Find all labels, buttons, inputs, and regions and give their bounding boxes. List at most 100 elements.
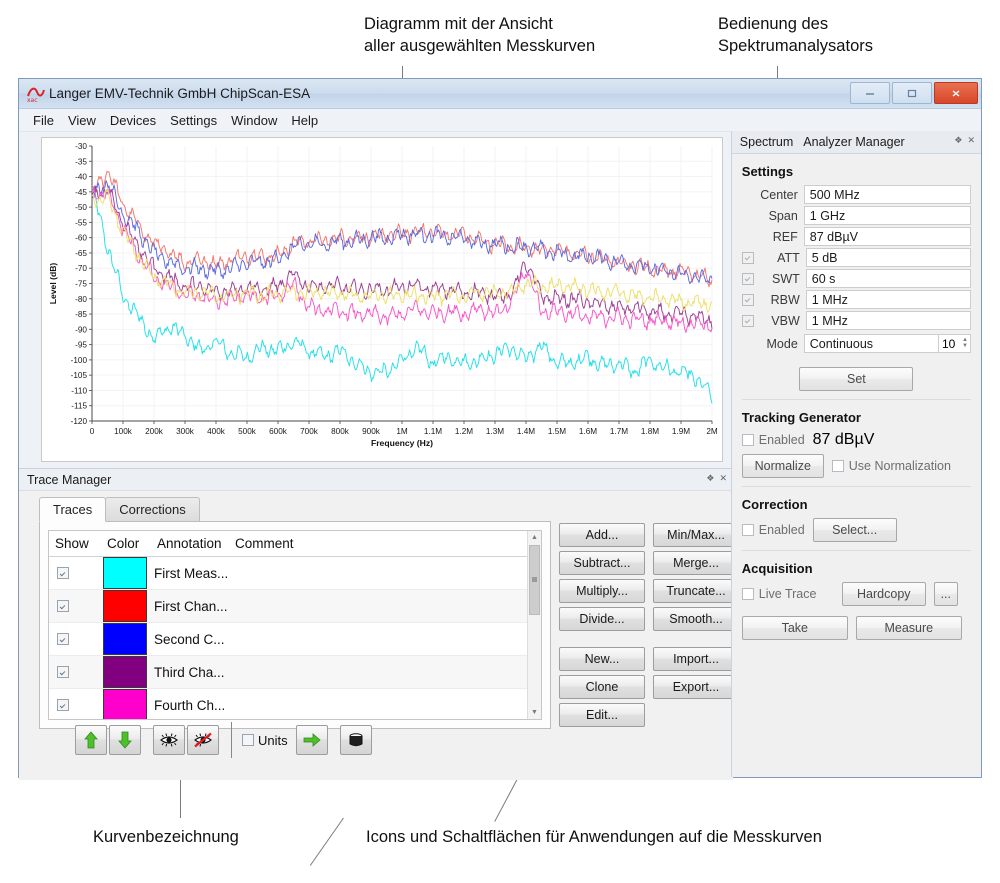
- new-button[interactable]: New...: [559, 647, 645, 671]
- move-up-button[interactable]: [75, 725, 107, 755]
- traces-scrollbar[interactable]: ▲ ▼: [527, 531, 541, 719]
- use-normalization-checkbox[interactable]: [831, 460, 844, 472]
- merge-button[interactable]: Merge...: [653, 551, 739, 575]
- mode-count-spinner[interactable]: 10 ▲ ▼: [939, 334, 971, 353]
- setting-rbw-value[interactable]: 1 MHz: [805, 290, 971, 309]
- spectrum-chart[interactable]: 0 100k 200k 300k 400k 500k 600k 700k 800k 900k 1M 1…: [41, 137, 723, 462]
- live-trace-checkbox[interactable]: [741, 588, 754, 600]
- smooth-button[interactable]: Smooth...: [653, 607, 739, 631]
- setting-center-value[interactable]: 500 MHz: [803, 185, 971, 204]
- tab-spectrum[interactable]: Spectrum: [739, 135, 794, 149]
- measure-button[interactable]: Measure: [855, 616, 962, 640]
- menu-devices[interactable]: Devices: [109, 112, 157, 128]
- spinner-arrows-icon[interactable]: ▲ ▼: [962, 337, 968, 349]
- truncate-button[interactable]: Truncate...: [653, 579, 739, 603]
- row-show-cell[interactable]: [49, 590, 103, 622]
- setting-att-checkbox[interactable]: [741, 251, 754, 264]
- row-color-cell[interactable]: [103, 656, 147, 688]
- setting-att-value[interactable]: 5 dB: [805, 248, 971, 267]
- tg-enabled-row[interactable]: Enabled: [741, 433, 805, 447]
- table-row[interactable]: Second C...: [49, 623, 541, 656]
- add-button[interactable]: Add...: [559, 523, 645, 547]
- tab-corrections[interactable]: Corrections: [105, 497, 200, 521]
- setting-swt-value[interactable]: 60 s: [805, 269, 971, 288]
- multiply-button[interactable]: Multiply...: [559, 579, 645, 603]
- tg-enabled-checkbox[interactable]: [741, 434, 754, 446]
- row-show-cell[interactable]: [49, 557, 103, 589]
- color-swatch[interactable]: [103, 557, 147, 589]
- table-row[interactable]: Fourth Ch...: [49, 689, 541, 719]
- take-button[interactable]: Take: [741, 616, 848, 640]
- close-button[interactable]: [934, 82, 978, 104]
- tab-analyzer-manager[interactable]: Analyzer Manager: [803, 135, 905, 149]
- menu-window[interactable]: Window: [231, 112, 278, 128]
- setting-vbw-checkbox[interactable]: [741, 314, 754, 327]
- row-annotation-cell[interactable]: Third Cha...: [154, 664, 225, 680]
- row-annotation-cell[interactable]: Fourth Ch...: [154, 697, 226, 713]
- show-checkbox[interactable]: [57, 633, 69, 645]
- menu-settings[interactable]: Settings: [170, 112, 218, 128]
- row-color-cell[interactable]: [103, 557, 147, 589]
- move-down-button[interactable]: [109, 725, 141, 755]
- color-swatch[interactable]: [103, 656, 147, 688]
- divide-button[interactable]: Divide...: [559, 607, 645, 631]
- hardcopy-button[interactable]: Hardcopy: [841, 582, 926, 606]
- row-show-cell[interactable]: [49, 623, 103, 655]
- normalize-button[interactable]: Normalize: [741, 454, 824, 478]
- float-icon[interactable]: ❖: [954, 135, 963, 145]
- show-checkbox[interactable]: [57, 567, 69, 579]
- float-icon[interactable]: ❖: [706, 473, 715, 483]
- minmax-button[interactable]: Min/Max...: [653, 523, 739, 547]
- row-comment-cell[interactable]: [344, 590, 541, 622]
- row-color-cell[interactable]: [103, 689, 147, 719]
- row-comment-cell[interactable]: [344, 656, 541, 688]
- show-checkbox[interactable]: [57, 699, 69, 711]
- show-checkbox[interactable]: [57, 600, 69, 612]
- row-annotation-cell[interactable]: First Chan...: [154, 598, 228, 614]
- color-swatch[interactable]: [103, 623, 147, 655]
- table-row[interactable]: First Meas...: [49, 557, 541, 590]
- units-checkbox[interactable]: [242, 734, 254, 746]
- minimize-button[interactable]: [850, 82, 890, 104]
- show-all-icon[interactable]: [153, 725, 185, 755]
- export-button[interactable]: Export...: [653, 675, 739, 699]
- correction-enabled-row[interactable]: Enabled: [741, 523, 805, 537]
- row-comment-cell[interactable]: [344, 689, 541, 719]
- hide-all-icon[interactable]: [187, 725, 219, 755]
- table-row[interactable]: Third Cha...: [49, 656, 541, 689]
- table-row[interactable]: First Chan...: [49, 590, 541, 623]
- tg-level-value[interactable]: 87 dBµV: [812, 431, 875, 448]
- clone-button[interactable]: Clone: [559, 675, 645, 699]
- show-checkbox[interactable]: [57, 666, 69, 678]
- row-annotation-cell[interactable]: First Meas...: [154, 565, 229, 581]
- row-comment-cell[interactable]: [344, 623, 541, 655]
- setting-ref-value[interactable]: 87 dBµV: [803, 227, 971, 246]
- setting-span-value[interactable]: 1 GHz: [803, 206, 971, 225]
- row-annotation-cell[interactable]: Second C...: [154, 631, 225, 647]
- setting-rbw-checkbox[interactable]: [741, 293, 754, 306]
- subtract-button[interactable]: Subtract...: [559, 551, 645, 575]
- select-button[interactable]: Select...: [812, 518, 897, 542]
- row-color-cell[interactable]: [103, 623, 147, 655]
- setting-vbw-value[interactable]: 1 MHz: [805, 311, 971, 330]
- row-show-cell[interactable]: [49, 689, 103, 719]
- row-show-cell[interactable]: [49, 656, 103, 688]
- menu-help[interactable]: Help: [291, 112, 319, 128]
- delete-trash-button[interactable]: [339, 725, 372, 755]
- close-panel-icon[interactable]: ✕: [719, 473, 727, 483]
- setting-swt-checkbox[interactable]: [741, 272, 754, 285]
- row-color-cell[interactable]: [103, 590, 147, 622]
- color-swatch[interactable]: [103, 590, 147, 622]
- apply-arrow-button[interactable]: [295, 725, 328, 755]
- hardcopy-more-button[interactable]: ...: [933, 582, 958, 606]
- edit-button[interactable]: Edit...: [559, 703, 645, 727]
- import-button[interactable]: Import...: [653, 647, 739, 671]
- row-comment-cell[interactable]: [344, 557, 541, 589]
- close-panel-icon[interactable]: ✕: [967, 135, 975, 145]
- color-swatch[interactable]: [103, 689, 147, 719]
- scroll-down-arrow[interactable]: ▼: [531, 709, 538, 716]
- menu-view[interactable]: View: [67, 112, 96, 128]
- set-button[interactable]: Set: [799, 367, 914, 391]
- live-trace-row[interactable]: Live Trace: [741, 587, 834, 601]
- use-normalization-row[interactable]: Use Normalization: [831, 459, 951, 473]
